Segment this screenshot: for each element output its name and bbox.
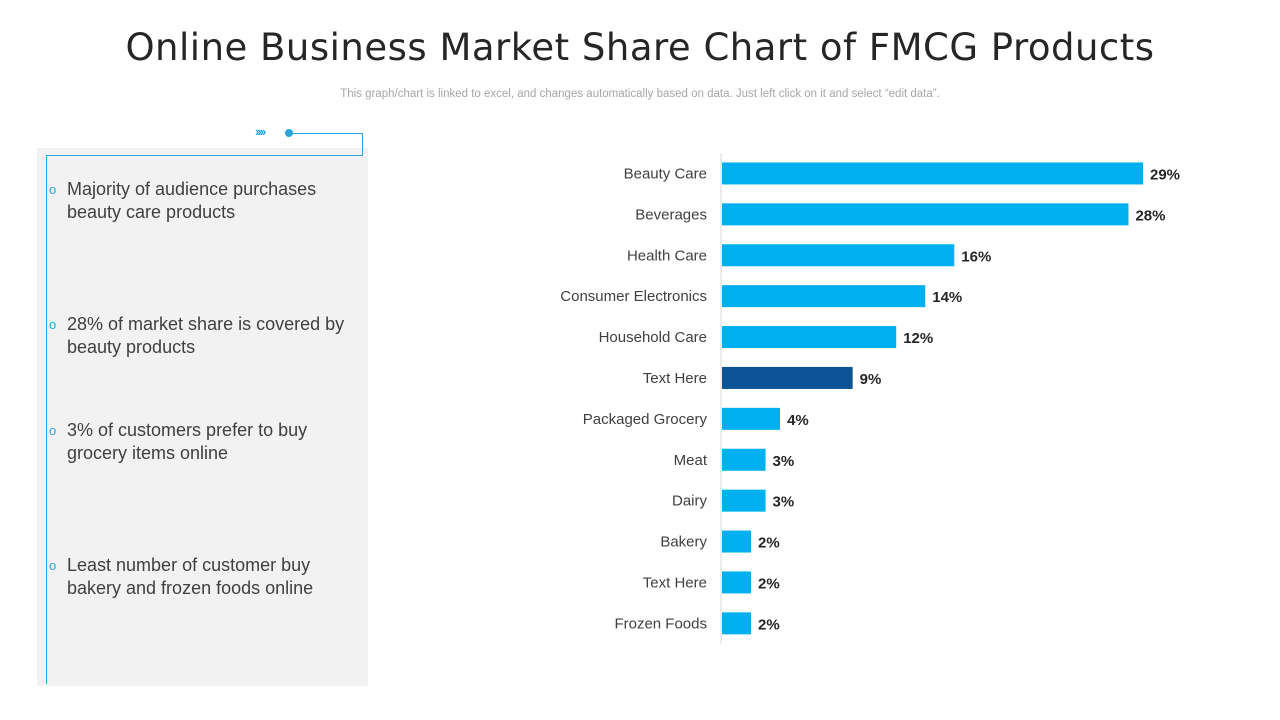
connector-vertical-line bbox=[362, 133, 363, 156]
bar bbox=[722, 285, 926, 308]
bar bbox=[722, 530, 752, 553]
insight-text: Least number of customer buy bakery and … bbox=[67, 555, 314, 598]
bar bbox=[722, 489, 766, 512]
bar-value-label: 2% bbox=[758, 575, 780, 592]
category-tick-label: Beverages bbox=[635, 206, 707, 223]
bar bbox=[722, 407, 781, 430]
connector-dot bbox=[285, 129, 293, 137]
panel-accent-horizontal-line bbox=[46, 155, 362, 156]
page-subtitle: This graph/chart is linked to excel, and… bbox=[340, 88, 940, 100]
bar-value-label: 9% bbox=[860, 371, 882, 388]
bar-value-label: 16% bbox=[961, 248, 991, 265]
insight-text: 28% of market share is covered by beauty… bbox=[67, 314, 345, 357]
category-tick-label: Health Care bbox=[627, 247, 707, 264]
category-tick-label: Household Care bbox=[599, 329, 707, 346]
bullet-marker: o bbox=[49, 182, 57, 197]
category-tick-label: Beauty Care bbox=[624, 165, 707, 182]
connector-horizontal-line bbox=[291, 133, 363, 134]
page-title: Online Business Market Share Chart of FM… bbox=[125, 26, 1155, 69]
bar bbox=[722, 366, 853, 389]
bullet-marker: o bbox=[49, 423, 57, 438]
category-tick-label: Text Here bbox=[643, 370, 707, 387]
insight-text: 3% of customers prefer to buy grocery it… bbox=[67, 420, 308, 463]
bar-value-label: 3% bbox=[773, 494, 795, 511]
bar-value-label: 4% bbox=[787, 412, 809, 429]
bar bbox=[722, 203, 1129, 226]
category-tick-label: Frozen Foods bbox=[614, 615, 707, 632]
bar-value-label: 29% bbox=[1150, 166, 1180, 183]
bar-value-label: 2% bbox=[758, 535, 780, 552]
panel-accent-vertical-line bbox=[46, 155, 47, 684]
bullet-marker: o bbox=[49, 558, 57, 573]
bar bbox=[722, 612, 752, 635]
bar-value-label: 14% bbox=[932, 289, 962, 306]
chevrons-right-icon: ›››› bbox=[255, 124, 266, 139]
category-tick-label: Bakery bbox=[660, 534, 707, 551]
bar bbox=[722, 162, 1143, 185]
bar bbox=[722, 571, 752, 594]
bar bbox=[722, 448, 766, 471]
bar-value-label: 3% bbox=[773, 453, 795, 470]
bullet-marker: o bbox=[49, 317, 57, 332]
insight-text: Majority of audience purchases beauty ca… bbox=[67, 179, 317, 222]
category-tick-label: Packaged Grocery bbox=[583, 411, 708, 428]
bar bbox=[722, 244, 955, 267]
category-tick-label: Dairy bbox=[672, 493, 708, 510]
category-tick-label: Consumer Electronics bbox=[560, 288, 707, 305]
bar-value-label: 28% bbox=[1135, 207, 1165, 224]
bar bbox=[722, 326, 897, 349]
category-tick-label: Meat bbox=[674, 452, 708, 469]
insights-panel bbox=[37, 148, 368, 686]
category-tick-label: Text Here bbox=[643, 574, 707, 591]
bar-value-label: 12% bbox=[903, 330, 933, 347]
bar-value-label: 2% bbox=[758, 616, 780, 633]
